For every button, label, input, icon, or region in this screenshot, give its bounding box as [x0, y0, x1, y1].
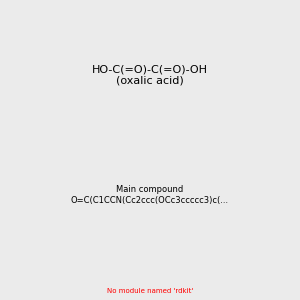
Text: No module named 'rdkit': No module named 'rdkit'	[107, 288, 193, 294]
Text: HO-C(=O)-C(=O)-OH
(oxalic acid): HO-C(=O)-C(=O)-OH (oxalic acid)	[92, 64, 208, 86]
Text: Main compound
O=C(C1CCN(Cc2ccc(OCc3ccccc3)c(...: Main compound O=C(C1CCN(Cc2ccc(OCc3ccccc…	[71, 185, 229, 205]
